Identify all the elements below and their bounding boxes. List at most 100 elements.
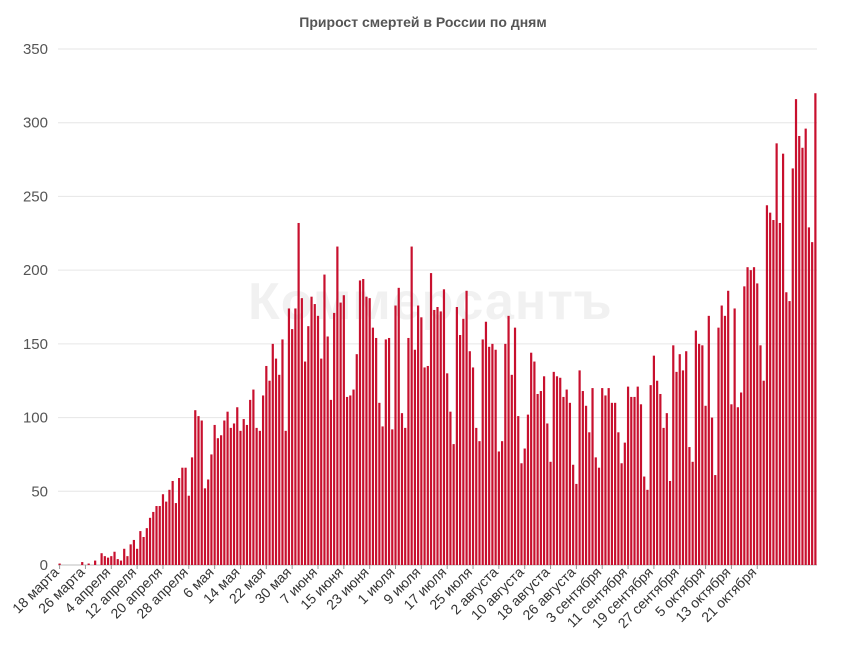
bar [788,301,791,565]
bar [94,560,97,565]
bar [533,361,536,565]
bar [568,402,572,565]
bar [446,373,449,565]
bar [668,480,672,565]
bar [142,536,145,565]
bar [513,327,517,565]
bar [623,442,626,565]
bar [442,289,446,565]
bar [145,528,148,565]
bar [572,464,575,565]
bar [649,385,652,565]
bar [804,128,807,566]
bar [517,416,520,565]
bar [303,361,307,565]
bar [549,461,552,565]
bar [575,483,578,565]
bar [203,488,207,565]
bar [281,339,284,565]
bar [723,315,727,565]
bar [646,489,649,565]
bar [475,427,478,565]
bar [497,451,500,565]
bar [404,427,407,565]
bar [481,339,484,565]
bar [407,337,410,565]
bar [323,274,326,565]
bar [542,376,546,565]
bar [507,315,510,565]
y-tick-label: 250 [23,188,48,205]
bar [436,307,439,565]
bar [807,227,811,565]
bar [368,298,371,565]
bar [187,495,190,565]
bar [630,396,633,565]
bar [733,308,736,565]
bar [339,302,342,565]
bar [740,392,743,565]
bar [455,307,458,565]
bar [775,143,778,565]
bar [362,278,365,565]
bar [720,305,723,565]
bar [242,419,245,565]
y-tick-label: 300 [23,115,48,132]
bar [626,386,630,565]
bar [546,423,549,565]
bar [730,404,733,565]
bar [391,429,394,565]
y-tick-label: 50 [31,483,48,500]
bar [707,315,710,565]
bar [336,246,339,566]
bar [468,351,471,565]
bar [316,315,320,565]
bar [365,296,368,565]
bar [555,376,559,565]
bar [510,374,513,565]
bar [255,427,258,565]
bar [216,438,219,565]
bar [329,399,333,565]
bar [633,396,636,565]
bar [197,416,200,565]
bar [400,413,404,565]
bar [245,424,249,565]
bar [413,349,416,565]
bar [459,335,462,565]
bar [100,553,103,565]
bar [155,506,158,565]
bar [539,391,542,565]
bar [126,556,129,565]
bar [478,441,481,565]
bar [178,478,181,565]
bar [271,343,274,565]
bar [501,441,504,565]
bar [236,407,239,565]
bar [375,337,378,565]
bar [268,380,271,565]
y-axis: 0 50 100 150 200 250 300 350 [23,41,48,574]
bar [781,153,785,566]
y-tick-label: 0 [40,557,48,574]
bar [791,168,794,566]
bar [426,365,429,565]
bar [798,135,801,566]
bar [439,311,442,565]
bar [252,389,255,565]
bar [378,402,381,565]
bar [552,371,555,565]
bar [578,370,581,565]
bar [536,393,539,565]
bar [278,374,281,565]
bar [220,435,223,565]
bar [161,494,165,565]
bar [639,404,643,565]
bar [429,273,433,565]
bar [662,427,665,565]
bar [417,305,420,565]
bar [249,399,252,565]
bar [620,463,623,565]
bar [614,402,617,565]
